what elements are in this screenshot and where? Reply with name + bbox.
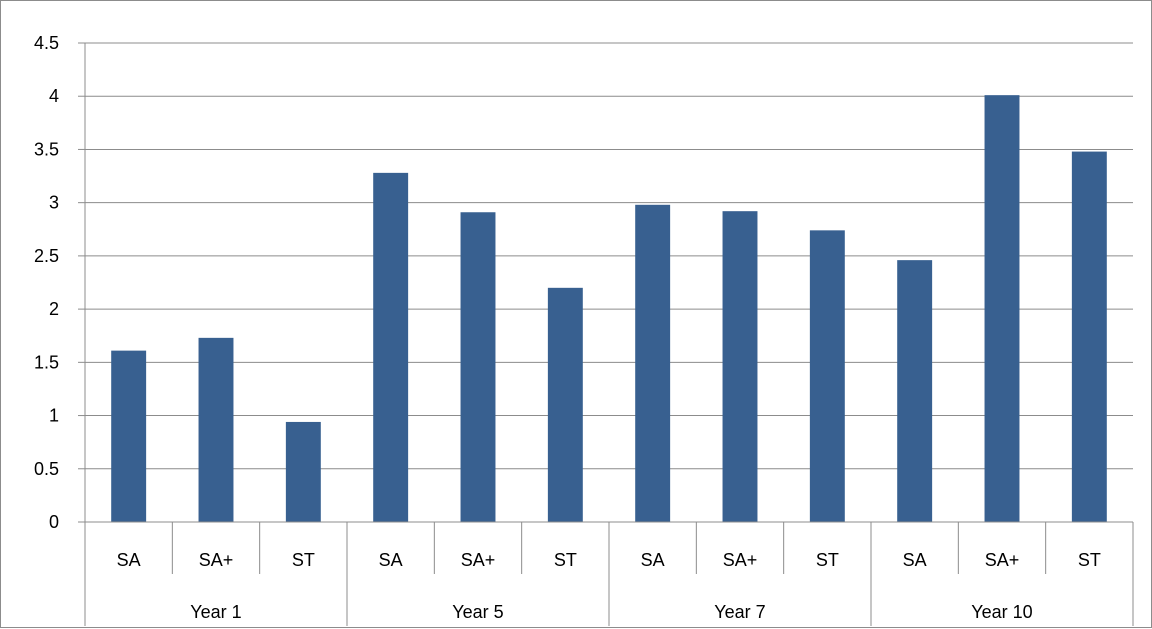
bar	[897, 260, 933, 522]
bar	[285, 421, 321, 522]
axes	[78, 42, 1134, 626]
bars	[111, 95, 1107, 522]
y-tick-label: 3.5	[34, 139, 59, 159]
y-tick-label: 0	[49, 512, 59, 532]
bar	[809, 230, 845, 522]
group-label: Year 1	[190, 602, 241, 622]
y-tick-label: 3	[49, 193, 59, 213]
bar	[635, 204, 671, 522]
y-tick-label: 1.5	[34, 352, 59, 372]
gridlines	[85, 42, 1133, 470]
x-tick-label: SA+	[461, 550, 496, 570]
x-tick-label: ST	[292, 550, 315, 570]
y-tick-label: 4	[49, 86, 59, 106]
x-tick-label: ST	[554, 550, 577, 570]
labels: 0 0.5 1 1.5 2 2.5 3 3.5 4 4.5 SA SA+ ST SA SA+ ST SA SA+ S…	[34, 33, 1101, 622]
bar	[547, 287, 583, 522]
x-tick-label: SA+	[985, 550, 1020, 570]
bar	[460, 212, 496, 522]
x-tick-label: SA	[641, 550, 665, 570]
bar	[111, 350, 147, 522]
bar	[198, 337, 234, 522]
x-tick-label: SA+	[199, 550, 234, 570]
bar	[722, 211, 758, 522]
y-tick-label: 0.5	[34, 459, 59, 479]
y-tick-label: 1	[49, 406, 59, 426]
x-tick-label: ST	[1078, 550, 1101, 570]
bar	[984, 95, 1020, 522]
x-tick-label: SA	[903, 550, 927, 570]
y-tick-label: 4.5	[34, 33, 59, 53]
group-label: Year 5	[452, 602, 503, 622]
x-tick-label: SA	[379, 550, 403, 570]
bar	[1071, 151, 1107, 522]
group-label: Year 7	[714, 602, 765, 622]
group-label: Year 10	[971, 602, 1032, 622]
y-tick-label: 2.5	[34, 246, 59, 266]
x-tick-label: SA	[117, 550, 141, 570]
bar	[373, 172, 409, 522]
x-tick-label: SA+	[723, 550, 758, 570]
y-tick-label: 2	[49, 299, 59, 319]
x-tick-label: ST	[816, 550, 839, 570]
